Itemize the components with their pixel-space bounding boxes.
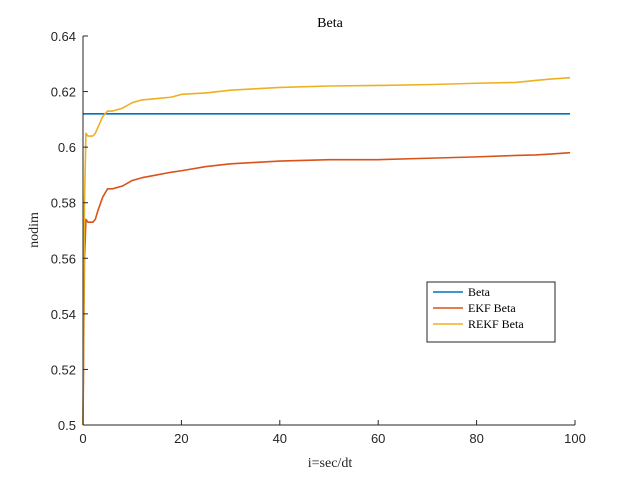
y-tick-label: 0.64 — [51, 29, 76, 44]
series-line-3 — [82, 76, 571, 426]
tick-labels: 0 20 40 60 80 100 0.5 0.52 0.54 0.56 0.58 0.6 0.62 0.… — [51, 29, 586, 446]
x-tick-label: 20 — [174, 431, 188, 446]
x-tick-label: 80 — [469, 431, 483, 446]
y-tick-label: 0.56 — [51, 251, 76, 266]
chart-title: Beta — [317, 16, 343, 31]
plot-area — [83, 36, 575, 425]
y-tick-label: 0.5 — [58, 418, 76, 433]
x-tick-label: 40 — [273, 431, 287, 446]
legend-entry: EKF Beta — [468, 301, 516, 315]
legend-entry: Beta — [468, 285, 491, 299]
x-tick-label: 100 — [564, 431, 586, 446]
y-tick-label: 0.52 — [51, 362, 76, 377]
y-tick-label: 0.6 — [58, 140, 76, 155]
axes — [82, 35, 576, 426]
legend-entry: REKF Beta — [468, 317, 524, 331]
y-tick-label: 0.62 — [51, 85, 76, 100]
y-tick-label: 0.54 — [51, 307, 76, 322]
x-tick-label: 0 — [79, 431, 86, 446]
x-tick-label: 60 — [371, 431, 385, 446]
x-axis-label: i=sec/dt — [308, 456, 353, 471]
y-axis-label: nodim — [27, 212, 42, 248]
series-layer — [82, 76, 571, 426]
legend: Beta EKF Beta REKF Beta — [426, 281, 556, 343]
series-line-2 — [82, 151, 571, 426]
y-tick-label: 0.58 — [51, 196, 76, 211]
